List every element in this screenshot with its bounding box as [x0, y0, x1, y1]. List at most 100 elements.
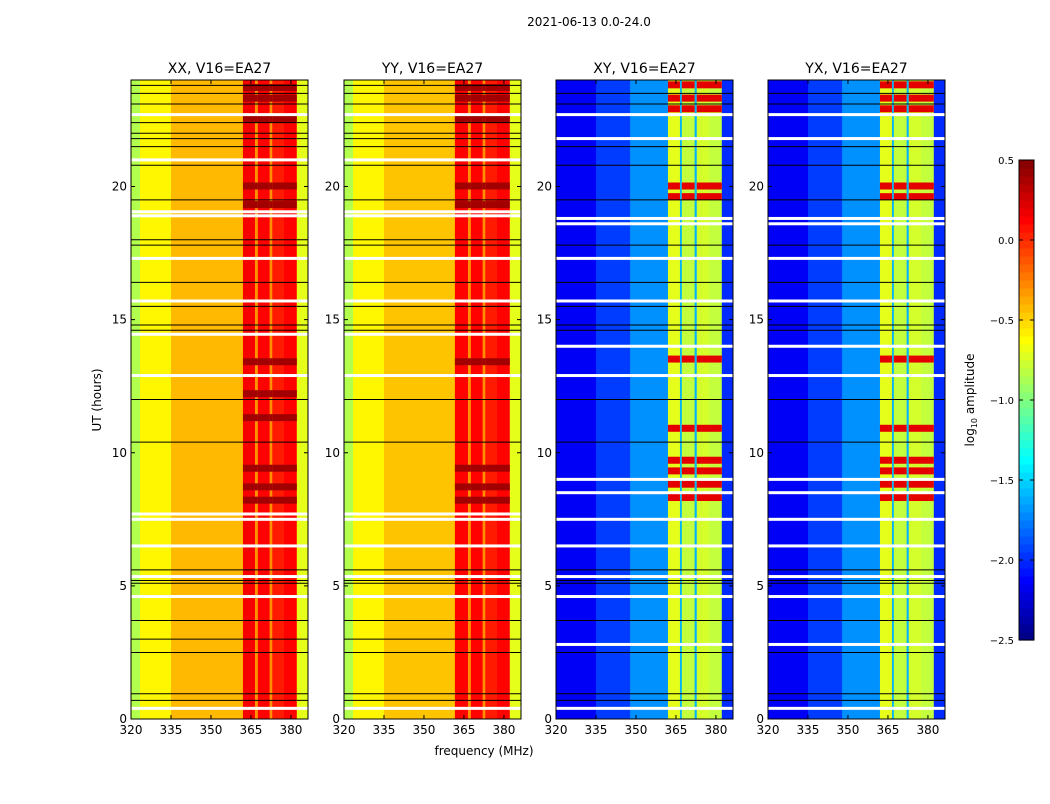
flagged-row [556, 216, 733, 220]
heatmap-rfi-cell [254, 83, 258, 91]
colorbar-segment [1019, 392, 1034, 401]
colorbar-segment [1019, 464, 1034, 473]
heatmap-rfi-cell [269, 464, 273, 472]
panel-frame [343, 79, 522, 720]
x-tick-label: 350 [625, 723, 648, 737]
x-tick-label: 380 [704, 723, 727, 737]
panel-title: YY, V16=EA27 [381, 61, 483, 77]
heatmap-rfi-cell [467, 94, 471, 102]
heatmap-rfi-cell [667, 424, 680, 432]
heatmap-rfi-cell [667, 105, 680, 113]
heatmap-rfi-cell [467, 83, 471, 91]
heatmap-rfi-cell [908, 467, 922, 475]
colorbar-segment [1019, 168, 1034, 177]
flagged-row [131, 256, 308, 260]
heatmap-rfi-cell [482, 83, 486, 91]
flagged-row [768, 256, 945, 260]
heatmap-rfi-cell [921, 94, 934, 102]
flagged-row [768, 517, 945, 521]
x-tick-label: 365 [665, 723, 688, 737]
x-tick-label: 320 [120, 723, 143, 737]
flagged-row [768, 299, 945, 303]
flagged-row [131, 706, 308, 710]
heatmap-rfi-cell [284, 83, 297, 91]
colorbar-segment [1019, 440, 1034, 449]
heatmap-rfi-cell [893, 355, 907, 363]
heatmap-rfi-cell [879, 193, 892, 201]
x-tick-label: 380 [492, 723, 515, 737]
heatmap-rfi-cell [667, 182, 680, 190]
heatmap-rfi-cell [893, 456, 907, 464]
heatmap-rfi-cell [269, 358, 273, 366]
heatmap-rfi-cell [879, 424, 892, 432]
heatmap-rfi-cell [242, 83, 255, 91]
colorbar-segment [1019, 232, 1034, 241]
heatmap-rfi-cell [272, 115, 285, 123]
heatmap-rfi-cell [497, 83, 510, 91]
heatmap-rfi-cell [681, 355, 695, 363]
heatmap-rfi-cell [257, 83, 270, 91]
flagged-row [556, 642, 733, 646]
x-tick-label: 335 [797, 723, 820, 737]
colorbar-segment [1019, 424, 1034, 433]
panel-title: XX, V16=EA27 [168, 61, 271, 77]
x-tick-label: 380 [916, 723, 939, 737]
heatmap-rfi-cell [681, 105, 695, 113]
flagged-row [556, 344, 733, 348]
colorbar-segment [1019, 288, 1034, 297]
flagged-row [344, 512, 521, 516]
heatmap-rfi-cell [709, 105, 722, 113]
heatmap-rfi-cell [497, 483, 510, 491]
colorbar-tick-label: −0.5 [990, 316, 1014, 327]
flagged-row [131, 214, 308, 218]
heatmap-rfi-cell [667, 456, 680, 464]
heatmap-rfi-cell [667, 467, 680, 475]
heatmap-rfi-cell [908, 494, 922, 502]
y-tick-label: 20 [749, 180, 764, 194]
panel-frame [555, 79, 734, 720]
heatmap-rfi-cell [667, 355, 680, 363]
heatmap-rfi-cell [893, 105, 907, 113]
heatmap-rfi-cell [257, 496, 270, 504]
flagged-row [344, 595, 521, 599]
y-tick-label: 20 [325, 180, 340, 194]
y-tick-label: 10 [325, 446, 340, 460]
heatmap-rfi-cell [242, 390, 255, 398]
heatmap-rfi-cell [272, 464, 285, 472]
flagged-row [344, 113, 521, 117]
heatmap-rfi-cell [482, 358, 486, 366]
heatmap-rfi-cell [242, 115, 255, 123]
colorbar-segment [1019, 544, 1034, 553]
flagged-row [768, 137, 945, 141]
x-tick-label: 350 [837, 723, 860, 737]
heatmap-rfi-cell [696, 105, 710, 113]
colorbar-segment [1019, 504, 1034, 513]
flagged-row [556, 222, 733, 226]
heatmap-rfi-cell [470, 358, 483, 366]
heatmap-rfi-cell [893, 494, 907, 502]
colorbar-segment [1019, 344, 1034, 353]
heatmap-rfi-cell [908, 182, 922, 190]
x-tick-label: 365 [453, 723, 476, 737]
heatmap-rfi-cell [709, 355, 722, 363]
heatmap-rfi-cell [454, 496, 468, 504]
heatmap-rfi-cell [681, 467, 695, 475]
heatmap-rfi-cell [681, 456, 695, 464]
heatmap-rfi-cell [470, 201, 483, 209]
colorbar-segment [1019, 400, 1034, 409]
heatmap-rfi-cell [709, 94, 722, 102]
y-tick-label: 10 [537, 446, 552, 460]
y-tick-label: 0 [756, 712, 764, 726]
colorbar-segment [1019, 176, 1034, 185]
panel-xy: XY, V16=EA27 320 335 350 365 380 0 5 10 15 20 [537, 61, 734, 737]
colorbar-segment [1019, 568, 1034, 577]
heatmap-rfi-cell [497, 94, 510, 102]
heatmap-rfi-cell [879, 182, 892, 190]
heatmap-rfi-cell [893, 182, 907, 190]
heatmap-rfi-cell [696, 424, 710, 432]
heatmap-rfi-cell [908, 81, 922, 89]
heatmap-rfi-cell [470, 464, 483, 472]
flagged-row [556, 256, 733, 260]
y-tick-label: 15 [112, 313, 127, 327]
heatmap-rfi-cell [454, 94, 468, 102]
